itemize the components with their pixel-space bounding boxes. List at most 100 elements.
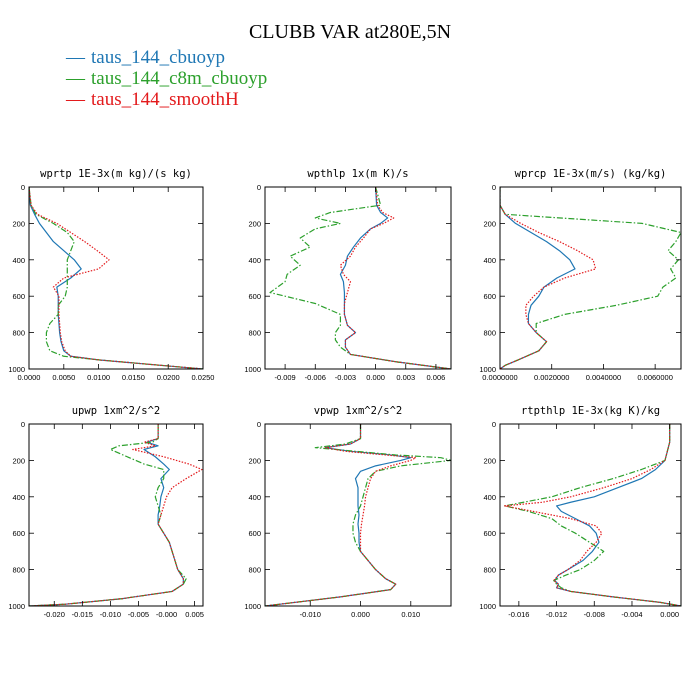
x-tick-label: 0.010	[401, 610, 420, 619]
x-tick-label: 0.0060000	[637, 373, 672, 382]
y-tick-label: 600	[483, 292, 496, 301]
panel-3: wprcp 1E-3x(m/s) (kg/kg) 0.0000000 0.00200…	[479, 168, 682, 382]
y-tick-label: 1000	[479, 365, 496, 374]
y-tick-label: 1000	[8, 365, 25, 374]
y-tick-label: 600	[483, 529, 496, 538]
x-tick-label: 0.000	[660, 610, 679, 619]
y-tick-label: 200	[248, 219, 261, 228]
series-group	[265, 424, 451, 606]
y-tick-label: 800	[248, 566, 261, 575]
legend-line-icon: —	[66, 89, 85, 110]
y-tick-label: 400	[12, 256, 25, 265]
x-tick-label: 0.003	[396, 373, 415, 382]
panel-title: upwp 1xm^2/s^2	[72, 405, 161, 417]
legend-entry-c8m-cbuoyp: — taus_144_c8m_cbuoyp	[66, 69, 267, 89]
series-group	[269, 187, 451, 369]
x-tick-label: -0.005	[128, 610, 149, 619]
y-tick-label: 1000	[8, 602, 25, 611]
x-tick-label: -0.016	[508, 610, 529, 619]
y-tick-label: 1000	[244, 602, 261, 611]
series-line-3	[29, 424, 203, 606]
y-tick-label: 200	[248, 456, 261, 465]
series-line-2	[29, 424, 187, 606]
legend-entry-cbuoyp: — taus_144_cbuoyp	[66, 48, 225, 68]
y-tick-label: 0	[492, 420, 496, 429]
series-line-1	[265, 424, 412, 606]
y-tick-label: 0	[21, 183, 25, 192]
panel-4: upwp 1xm^2/s^2 -0.020 -0.015 -0.010 -0.005 -0…	[8, 405, 204, 619]
series-line-1	[29, 187, 203, 369]
panel-6: rtpthlp 1E-3x(kg K)/kg -0.016 -0.012 -0.008…	[479, 405, 682, 619]
legend-entry-smoothh: — taus_144_smoothH	[66, 90, 239, 110]
x-tick-label: 0.0040000	[586, 373, 621, 382]
y-tick-label: 800	[12, 566, 25, 575]
series-line-2	[29, 187, 203, 369]
legend-label: taus_144_cbuoyp	[91, 47, 226, 68]
y-tick-label: 600	[248, 529, 261, 538]
plot-frame	[28, 186, 204, 370]
plot-frame	[499, 186, 682, 370]
figure-title: CLUBB VAR at280E,5N	[248, 21, 452, 43]
plot-frame	[28, 423, 204, 607]
x-tick-label: -0.006	[305, 373, 326, 382]
y-tick-label: 200	[12, 456, 25, 465]
x-tick-label: 0.0150	[122, 373, 145, 382]
y-tick-label: 0	[492, 183, 496, 192]
plot-frame	[264, 423, 452, 607]
y-tick-label: 200	[483, 219, 496, 228]
panel-5: vpwp 1xm^2/s^2 -0.010 0.000 0.010 0 200 400 600…	[244, 405, 452, 619]
y-tick-label: 800	[483, 329, 496, 338]
series-line-3	[29, 187, 203, 369]
x-tick-label: -0.000	[156, 610, 177, 619]
x-tick-label: 0.0020000	[534, 373, 569, 382]
x-tick-label: 0.0000	[18, 373, 41, 382]
y-tick-label: 600	[248, 292, 261, 301]
series-line-2	[269, 187, 451, 369]
x-tick-label: -0.008	[584, 610, 605, 619]
series-line-2	[500, 187, 681, 369]
panel-title: wprtp 1E-3x(m kg)/(s kg)	[40, 168, 192, 180]
series-group	[29, 424, 203, 606]
y-tick-label: 400	[248, 493, 261, 502]
series-group	[29, 187, 203, 369]
y-tick-label: 200	[12, 219, 25, 228]
panel-title: rtpthlp 1E-3x(kg K)/kg	[521, 405, 660, 417]
series-line-3	[339, 187, 451, 369]
y-tick-label: 0	[257, 420, 261, 429]
series-line-3	[504, 424, 681, 606]
series-group	[504, 424, 681, 606]
y-tick-label: 400	[12, 493, 25, 502]
y-tick-label: 0	[257, 183, 261, 192]
legend-label: taus_144_c8m_cbuoyp	[91, 68, 268, 89]
x-tick-label: -0.010	[100, 610, 121, 619]
y-tick-label: 600	[12, 292, 25, 301]
x-tick-label: -0.015	[72, 610, 93, 619]
panel-2: wpthlp 1x(m K)/s -0.009 -0.006 -0.003 0.000 0…	[244, 168, 452, 382]
series-line-3	[500, 187, 597, 369]
panel-1: wprtp 1E-3x(m kg)/(s kg) 0.0000 0.0050 0.01…	[8, 168, 214, 382]
x-tick-label: -0.010	[300, 610, 321, 619]
series-line-2	[265, 424, 451, 606]
y-tick-label: 1000	[244, 365, 261, 374]
y-tick-label: 200	[483, 456, 496, 465]
y-tick-label: 400	[248, 256, 261, 265]
x-tick-label: -0.003	[335, 373, 356, 382]
panel-title: wprcp 1E-3x(m/s) (kg/kg)	[515, 168, 667, 180]
y-tick-label: 0	[21, 420, 25, 429]
plot-frame	[499, 423, 682, 607]
x-tick-label: 0.0000000	[482, 373, 517, 382]
legend-line-icon: —	[66, 47, 85, 68]
series-line-1	[554, 424, 681, 606]
x-tick-label: 0.000	[366, 373, 385, 382]
series-group	[500, 187, 681, 369]
series-line-1	[339, 187, 451, 369]
x-tick-label: 0.000	[351, 610, 370, 619]
series-line-3	[265, 424, 417, 606]
x-tick-label: 0.006	[427, 373, 446, 382]
x-tick-label: 0.005	[185, 610, 204, 619]
x-tick-label: 0.0200	[157, 373, 180, 382]
x-tick-label: 0.0250	[192, 373, 215, 382]
y-tick-label: 1000	[479, 602, 496, 611]
x-tick-label: -0.020	[44, 610, 65, 619]
